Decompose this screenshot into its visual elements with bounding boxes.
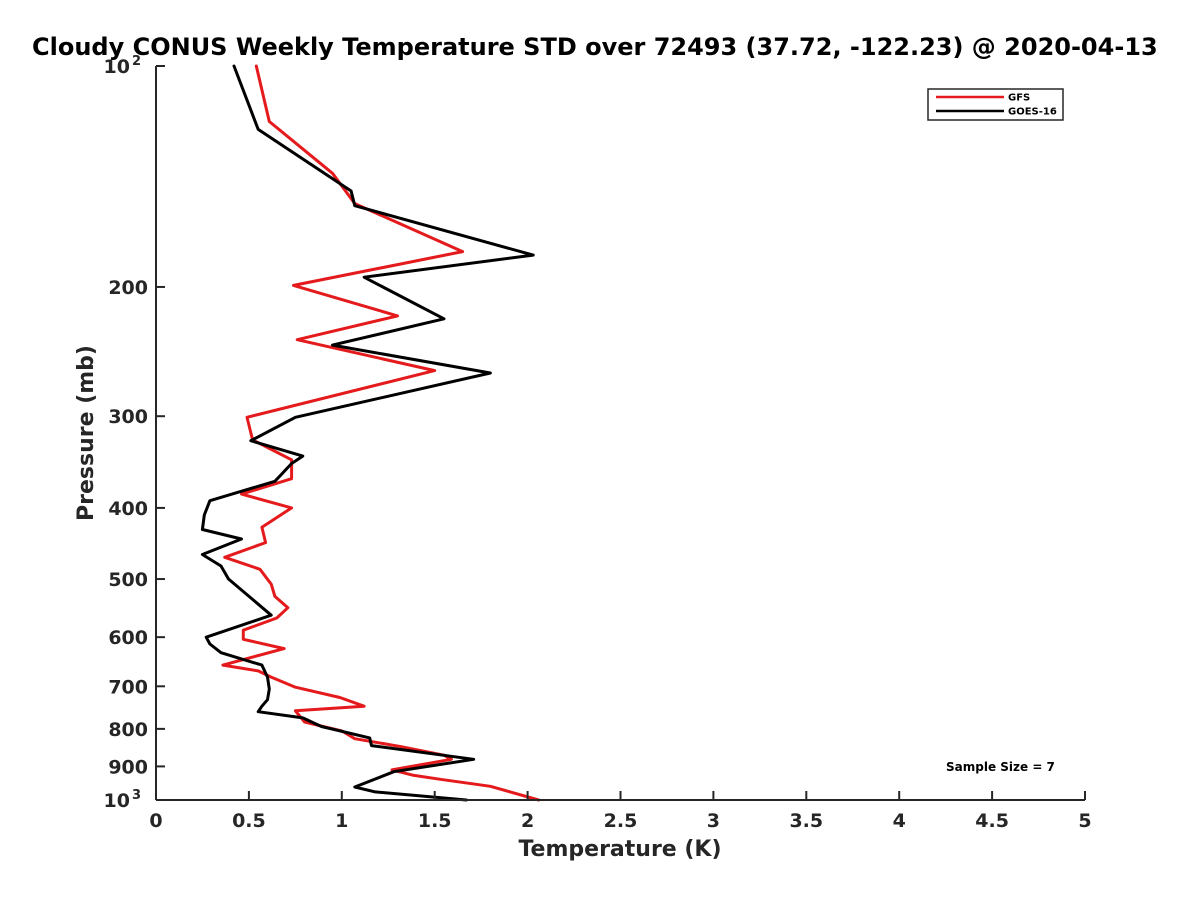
x-tick-label: 2.5 <box>604 810 638 832</box>
legend-box <box>927 88 1064 121</box>
y-tick-label: 200 <box>108 277 148 299</box>
series-line-goes16 <box>200 64 535 802</box>
x-tick-label: 1.5 <box>418 810 452 832</box>
y-tick-label: 10 <box>104 790 130 812</box>
y-tick-exponent: 2 <box>132 54 141 69</box>
x-tick-label: 0.5 <box>232 810 266 832</box>
series-line-gfs <box>221 64 541 802</box>
x-ticks: 0 0.5 1 1.5 2 2.5 3 3.5 4 4.5 5 <box>149 791 1092 832</box>
y-tick-label: 900 <box>108 756 148 778</box>
x-tick-label: 3 <box>707 810 720 832</box>
x-tick-label: 4.5 <box>975 810 1009 832</box>
plot-lines <box>200 64 541 802</box>
x-tick-label: 4 <box>893 810 906 832</box>
y-tick-label: 500 <box>108 569 148 591</box>
legend-label-gfs: GFS <box>1008 93 1030 104</box>
y-tick-label: 700 <box>108 676 148 698</box>
sample-size-annotation: Sample Size = 7 <box>946 760 1055 774</box>
y-tick-label: 600 <box>108 627 148 649</box>
chart-title: Cloudy CONUS Weekly Temperature STD over… <box>32 33 1158 61</box>
y-axis-label: Pressure (mb) <box>74 345 99 521</box>
legend: GFS GOES-16 <box>927 88 1064 121</box>
y-tick-label: 300 <box>108 406 148 428</box>
axes <box>155 66 1085 801</box>
y-tick-label: 10 <box>104 56 130 78</box>
x-axis-label: Temperature (K) <box>518 837 721 862</box>
x-tick-label: 1 <box>335 810 348 832</box>
x-tick-label: 3.5 <box>789 810 823 832</box>
x-tick-label: 5 <box>1078 810 1091 832</box>
y-tick-exponent: 3 <box>132 788 141 803</box>
y-tick-label: 800 <box>108 719 148 741</box>
x-tick-label: 0 <box>149 810 162 832</box>
y-tick-label: 400 <box>108 498 148 520</box>
x-tick-label: 2 <box>521 810 534 832</box>
legend-label-goes16: GOES-16 <box>1008 107 1057 118</box>
